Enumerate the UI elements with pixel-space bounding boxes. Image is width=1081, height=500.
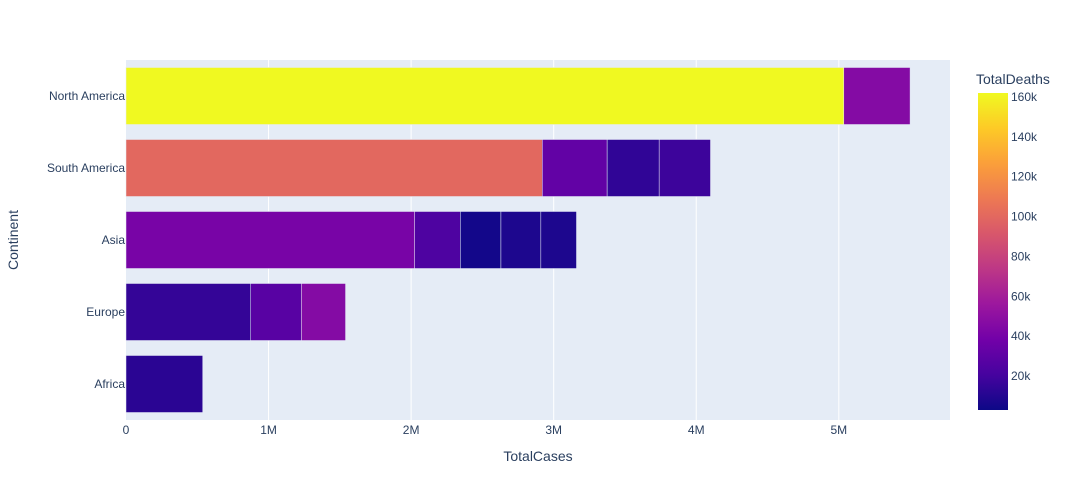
- colorbar-tick-label: 80k: [1011, 249, 1031, 263]
- bar-segment: [125, 283, 251, 341]
- bar-segment: [460, 211, 502, 269]
- colorbar: TotalDeaths 20k 40k 60k 80k 100k 120k 140k 160k: [976, 71, 1050, 410]
- colorbar-tick-label: 120k: [1011, 170, 1038, 184]
- y-axis-ticks: Africa Europe Asia South America North Ameri…: [47, 89, 125, 391]
- y-tick-label: North America: [49, 89, 125, 103]
- colorbar-ticks: 20k 40k 60k 80k 100k 120k 140k 160k: [1011, 90, 1038, 383]
- y-axis-title: Continent: [5, 210, 21, 270]
- bar-segment: [606, 139, 660, 197]
- colorbar-title: TotalDeaths: [976, 71, 1050, 87]
- bar-segment: [500, 211, 542, 269]
- bar-segment: [414, 211, 461, 269]
- colorbar-tick-label: 160k: [1011, 90, 1038, 104]
- bar-segment: [540, 211, 577, 269]
- bar-segment: [125, 67, 845, 125]
- colorbar-tick-label: 140k: [1011, 130, 1038, 144]
- bar-segment: [843, 67, 911, 125]
- colorbar-tick-label: 100k: [1011, 210, 1038, 224]
- x-tick-label: 3M: [545, 423, 562, 437]
- colorbar-tick-label: 60k: [1011, 289, 1031, 303]
- colorbar-tick-label: 20k: [1011, 369, 1031, 383]
- bar-segment: [250, 283, 302, 341]
- x-axis-title: TotalCases: [503, 448, 572, 464]
- bar-segment: [542, 139, 608, 197]
- bars: [125, 67, 911, 413]
- x-tick-label: 4M: [688, 423, 705, 437]
- y-tick-label: South America: [47, 161, 125, 175]
- bar-segment: [301, 283, 346, 341]
- bar-segment: [125, 211, 415, 269]
- x-tick-label: 0: [123, 423, 130, 437]
- colorbar-gradient: [978, 93, 1008, 410]
- x-axis-ticks: 0 1M 2M 3M 4M 5M: [123, 423, 847, 437]
- bar-segment: [125, 355, 203, 413]
- y-tick-label: Europe: [86, 305, 125, 319]
- bar-segment: [658, 139, 711, 197]
- colorbar-tick-label: 40k: [1011, 329, 1031, 343]
- y-tick-label: Africa: [94, 377, 125, 391]
- y-tick-label: Asia: [102, 233, 126, 247]
- x-tick-label: 1M: [260, 423, 277, 437]
- x-tick-label: 2M: [403, 423, 420, 437]
- x-tick-label: 5M: [830, 423, 847, 437]
- bar-segment: [125, 139, 543, 197]
